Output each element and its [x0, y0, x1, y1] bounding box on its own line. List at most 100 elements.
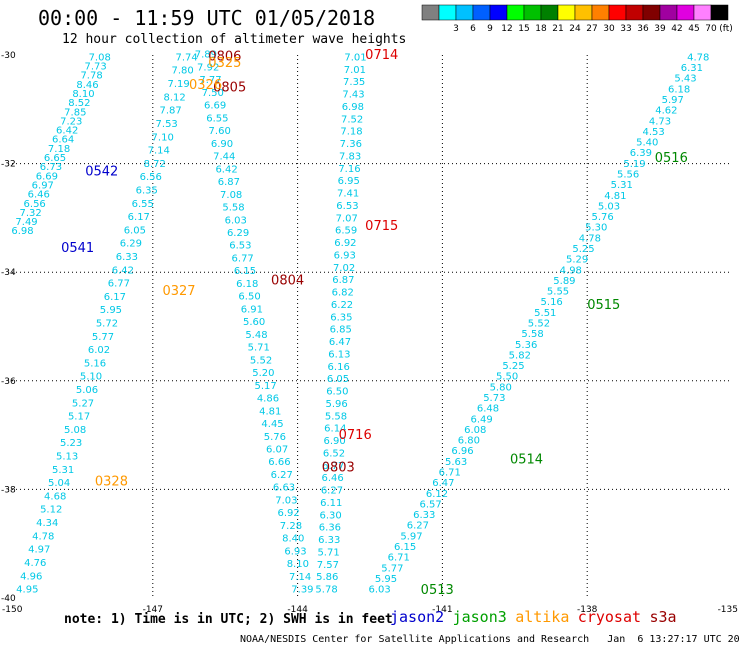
wave-height-value: 7.44	[213, 152, 235, 163]
wave-height-value: 5.97	[662, 95, 684, 106]
color-scale-label: 3	[453, 24, 459, 34]
wave-height-value: 6.47	[329, 337, 351, 348]
wave-height-value: 7.01	[344, 52, 366, 63]
wave-height-value: 8.46	[76, 80, 98, 91]
color-scale-label: 18	[535, 24, 547, 34]
wave-height-value: 7.18	[340, 127, 362, 138]
wave-height-value: 6.47	[432, 478, 454, 489]
wave-height-value: 5.78	[315, 585, 337, 596]
wave-height-value: 5.73	[483, 393, 505, 404]
lon-tick-label: -135	[718, 605, 738, 615]
wave-height-value: 6.90	[211, 139, 233, 150]
wave-height-value: 5.36	[515, 340, 537, 351]
color-swatch	[472, 4, 491, 21]
pass-time-label: 0541	[61, 241, 94, 256]
wave-height-value: 7.74	[175, 52, 197, 63]
wave-height-value: 7.14	[148, 146, 170, 157]
wave-height-value: 6.53	[229, 241, 251, 252]
wave-height-value: 4.68	[44, 491, 66, 502]
wave-height-value: 6.18	[668, 84, 690, 95]
wave-height-value: 5.23	[60, 438, 82, 449]
wave-height-value: 6.57	[419, 499, 441, 510]
wave-height-value: 5.58	[222, 203, 244, 214]
wave-height-value: 7.10	[152, 132, 174, 143]
wave-height-value: 6.03	[225, 215, 247, 226]
wave-height-value: 7.16	[338, 164, 360, 175]
color-scale-label: 27	[586, 24, 597, 34]
wave-height-value: 6.50	[238, 292, 260, 303]
wave-height-value: 6.15	[394, 542, 416, 553]
chart-title: 00:00 - 11:59 UTC 01/05/2018	[38, 6, 376, 30]
footer-credit: NOAA/NESDIS Center for Satellite Applica…	[240, 634, 740, 645]
pass-time-label: 0513	[421, 583, 454, 598]
wave-height-value: 6.55	[132, 199, 154, 210]
wave-height-value: 6.35	[330, 312, 352, 323]
wave-height-value: 6.17	[128, 212, 150, 223]
wave-height-value: 6.13	[328, 349, 350, 360]
wave-height-value: 4.34	[36, 518, 58, 529]
wave-height-value: 6.50	[326, 387, 348, 398]
footer-note: note: 1) Time is in UTC; 2) SWH is in fe…	[64, 612, 393, 627]
wave-height-value: 6.92	[334, 238, 356, 249]
wave-height-value: 5.89	[553, 276, 575, 287]
color-scale-label: 39	[654, 24, 666, 34]
wave-height-value: 5.95	[100, 305, 122, 316]
wave-height-value: 6.95	[338, 176, 360, 187]
wave-height-value: 6.12	[426, 489, 448, 500]
wave-height-value: 7.85	[64, 107, 86, 118]
wave-height-value: 6.63	[273, 483, 295, 494]
lat-tick-label: -36	[1, 377, 16, 387]
wave-height-value: 6.29	[227, 228, 249, 239]
color-scale-label: 70	[705, 24, 717, 34]
unit-label: (ft)	[719, 24, 733, 34]
wave-height-value: 5.58	[521, 329, 543, 340]
pass-time-label: 0328	[95, 474, 128, 489]
wave-height-value: 7.73	[85, 62, 107, 73]
wave-height-value: 5.52	[528, 319, 550, 330]
wave-height-value: 6.87	[332, 275, 354, 286]
lon-tick-label: -141	[432, 605, 452, 615]
wave-height-value: 7.50	[202, 88, 224, 99]
wave-height-value: 5.95	[375, 574, 397, 585]
pass-time-label: 0803	[322, 461, 355, 476]
wave-height-value: 7.53	[156, 119, 178, 130]
wave-height-value: 8.12	[164, 92, 186, 103]
wave-height-value: 6.82	[332, 288, 354, 299]
wave-height-value: 7.28	[280, 521, 302, 532]
color-scale-label: 12	[501, 24, 512, 34]
pass-time-label: 0806	[208, 50, 241, 65]
wave-height-value: 5.20	[252, 368, 274, 379]
wave-height-value: 6.42	[56, 126, 78, 137]
wave-height-value: 5.50	[496, 372, 518, 383]
wave-height-value: 4.53	[642, 127, 664, 138]
pass-time-label: 0516	[655, 151, 688, 166]
wave-height-value: 6.36	[319, 523, 341, 534]
wave-height-value: 6.55	[206, 113, 228, 124]
wave-height-value: 7.02	[333, 263, 355, 274]
wave-height-value: 5.03	[598, 201, 620, 212]
color-scale-label: 33	[620, 24, 631, 34]
wave-height-value: 5.25	[572, 244, 594, 255]
wave-height-value: 6.56	[24, 199, 46, 210]
lon-tick-label: -147	[143, 605, 163, 615]
wave-height-value: 5.40	[636, 138, 658, 149]
color-scale-label: 45	[688, 24, 699, 34]
wave-height-value: 6.71	[388, 553, 410, 564]
color-swatch	[523, 4, 542, 21]
wave-height-value: 6.64	[52, 135, 74, 146]
wave-height-value: 6.77	[108, 279, 130, 290]
wave-height-value: 4.97	[28, 545, 50, 556]
wave-height-value: 8.10	[72, 89, 94, 100]
wave-height-value: 6.03	[369, 585, 391, 596]
wave-height-value: 5.71	[317, 547, 339, 558]
wave-height-value: 7.03	[275, 495, 297, 506]
lon-tick-label: -144	[287, 605, 308, 615]
wave-height-value: 6.42	[112, 265, 134, 276]
lon-tick-label: -138	[577, 605, 598, 615]
wave-height-value: 5.77	[381, 563, 403, 574]
wave-height-value: 7.32	[19, 208, 41, 219]
wave-height-value: 5.16	[541, 297, 563, 308]
wave-height-value: 5.58	[325, 411, 347, 422]
wave-height-value: 6.05	[327, 374, 349, 385]
